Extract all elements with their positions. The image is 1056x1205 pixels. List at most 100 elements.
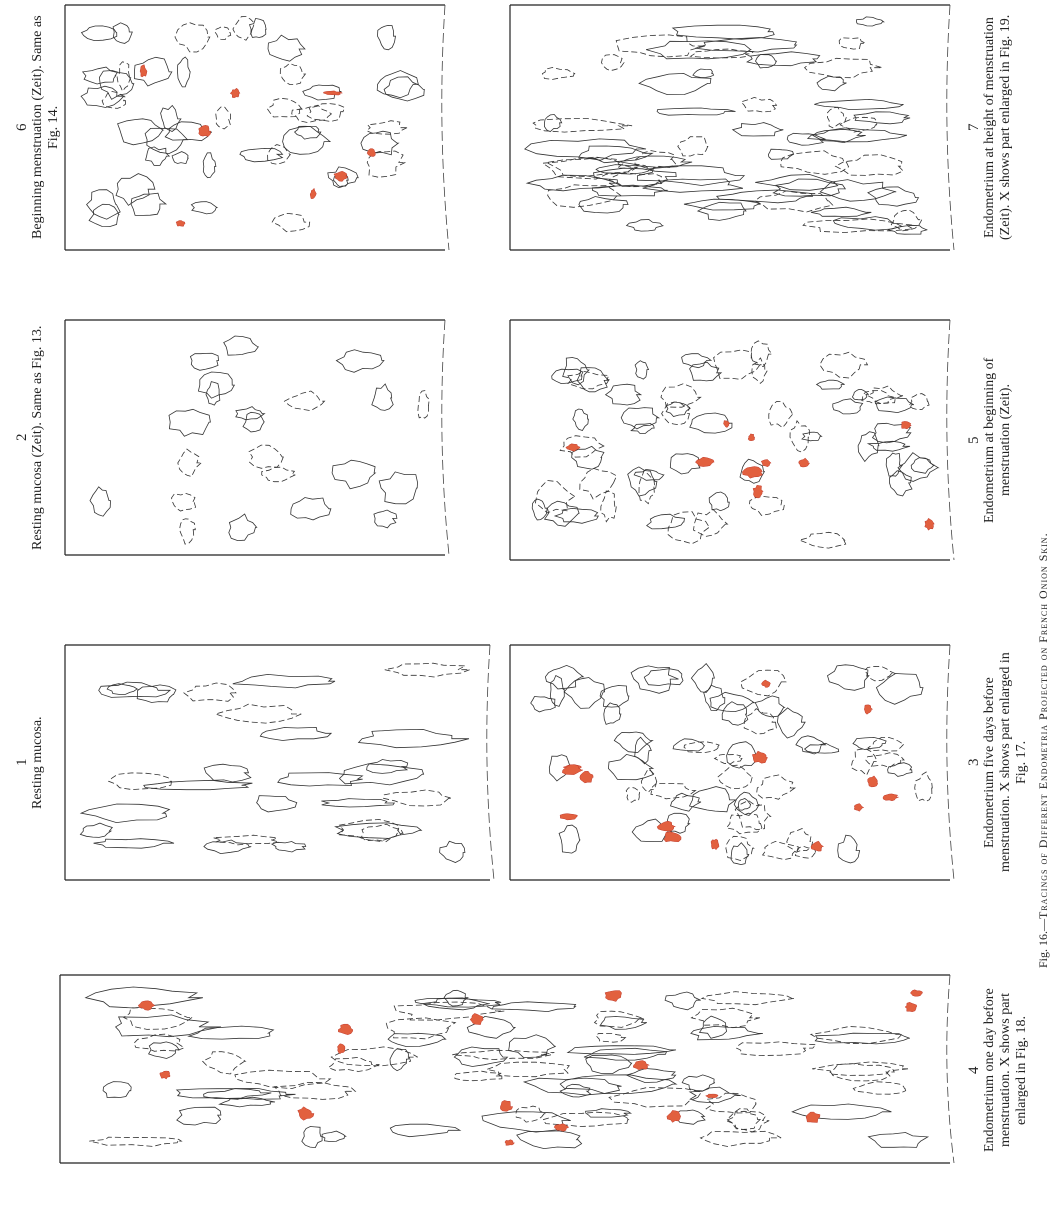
gland-outline — [248, 17, 267, 38]
gland-outline — [223, 335, 260, 356]
gland-outline — [887, 762, 913, 777]
panel-frame — [59, 974, 950, 1164]
gland-outline — [699, 1130, 782, 1147]
gland-outline — [534, 480, 577, 514]
gland-outline — [755, 54, 778, 69]
gland-outline — [543, 500, 580, 527]
gland-outline — [715, 189, 814, 204]
gland-outline — [338, 763, 425, 786]
panel-number: 5 — [966, 436, 982, 444]
gland-outline — [650, 782, 697, 800]
gland-outline — [543, 114, 563, 133]
gland-outline — [122, 1007, 194, 1030]
gland-outline — [689, 361, 723, 382]
panel-number: 3 — [966, 758, 982, 767]
gland-outline — [321, 1130, 347, 1143]
gland-outline — [168, 408, 211, 437]
gland-outline — [866, 440, 911, 452]
gland-outline — [214, 26, 232, 41]
gland-outline — [690, 1025, 763, 1041]
gland-outline — [814, 1032, 910, 1045]
gland-outline — [803, 742, 840, 754]
gland-outline — [144, 146, 171, 166]
gland-outline — [703, 684, 726, 712]
panel-frame — [509, 4, 950, 251]
gland-outline — [795, 735, 827, 755]
panel-caption: 2 Resting mucosa (Zeit). Same as Fig. 13. — [14, 320, 62, 555]
blood-spot — [333, 170, 349, 182]
gland-outline — [625, 786, 641, 803]
gland-outline — [571, 445, 605, 470]
gland-outline — [696, 201, 747, 221]
gland-outline — [130, 192, 168, 216]
panel-edge — [486, 644, 495, 881]
gland-outline — [730, 842, 750, 866]
gland-outline — [681, 1074, 716, 1092]
gland-outline — [669, 453, 701, 475]
gland-outline — [713, 349, 762, 380]
gland-outline — [721, 701, 749, 726]
gland-outline — [705, 1092, 757, 1114]
gland-outline — [80, 85, 125, 108]
gland-outline — [88, 203, 120, 228]
blood-spot — [559, 813, 578, 821]
gland-outline — [279, 62, 307, 85]
blood-spot — [579, 771, 594, 784]
panel-edge — [946, 974, 955, 1164]
gland-outline — [839, 116, 878, 133]
gland-outline — [577, 145, 654, 164]
gland-outline — [242, 411, 265, 433]
blood-spot — [632, 1060, 650, 1071]
gland-outline — [558, 824, 581, 854]
gland-outline — [857, 431, 880, 463]
gland-outline — [669, 792, 702, 812]
gland-outline — [116, 61, 132, 92]
panel-text: Resting mucosa. — [30, 716, 45, 809]
gland-outline — [548, 754, 571, 782]
gland-outline — [827, 664, 870, 691]
blood-spot — [761, 679, 771, 688]
panel-caption: 6 Beginning menstruation (Zeit). Same as … — [14, 5, 62, 250]
panel-text: Endometrium at beginning of menstruation… — [982, 357, 1013, 523]
gland-outline — [599, 685, 630, 708]
gland-outline — [692, 68, 715, 78]
panel-caption: 5 Endometrium at beginning of menstruatio… — [966, 320, 1030, 560]
gland-outline — [914, 771, 933, 802]
gland-outline — [541, 67, 576, 80]
gland-outline — [738, 798, 752, 811]
gland-outline — [695, 37, 798, 53]
gland-outline — [144, 127, 189, 155]
gland-outline — [291, 104, 333, 124]
gland-outline — [688, 786, 737, 813]
gland-outline — [875, 673, 924, 705]
gland-outline — [259, 726, 333, 741]
panel-edge — [441, 319, 450, 556]
blood-spot — [198, 125, 211, 137]
gland-outline — [491, 1001, 577, 1013]
gland-outline — [261, 466, 296, 483]
gland-outline — [636, 165, 746, 186]
gland-outline — [603, 702, 622, 725]
gland-outline — [228, 513, 258, 542]
gland-outline — [383, 76, 425, 102]
gland-outline — [218, 1096, 276, 1108]
gland-outline — [301, 1126, 323, 1149]
gland-outline — [107, 772, 172, 791]
gland-outline — [834, 154, 904, 176]
gland-outline — [266, 97, 303, 118]
gland-outline — [256, 795, 298, 813]
gland-outline — [739, 458, 766, 484]
blood-spot — [810, 840, 825, 852]
gland-outline — [270, 841, 307, 853]
panel-number: 7 — [966, 123, 982, 132]
gland-outline — [302, 84, 342, 101]
gland-outline — [754, 695, 786, 718]
gland-outline — [327, 166, 359, 189]
gland-outline — [177, 56, 191, 88]
gland-outline — [203, 1088, 296, 1100]
gland-outline — [625, 1068, 677, 1083]
blood-spot — [910, 989, 923, 997]
gland-outline — [889, 470, 913, 497]
gland-outline — [115, 173, 156, 206]
blood-spot — [297, 1106, 315, 1121]
